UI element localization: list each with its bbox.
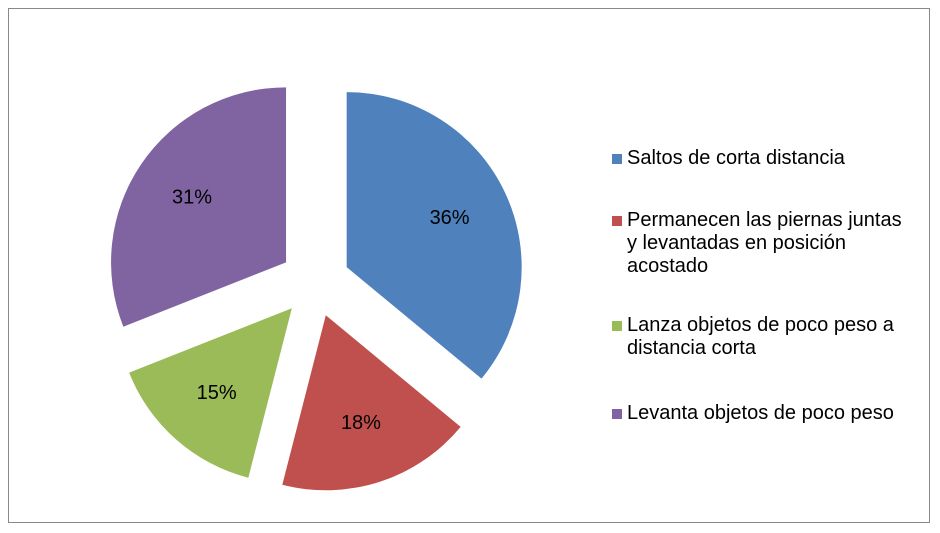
legend-label: Levanta objetos de poco peso	[627, 402, 894, 424]
legend-item: Lanza objetos de poco peso a distancia c…	[612, 314, 912, 360]
pie-slice	[129, 308, 292, 478]
legend-label: Permanecen las piernas juntas y levantad…	[627, 209, 902, 277]
legend-item: Levanta objetos de poco peso	[612, 402, 912, 425]
legend-label: Lanza objetos de poco peso a distancia c…	[627, 314, 894, 359]
data-label: 18%	[341, 412, 381, 434]
legend-swatch	[612, 154, 622, 164]
legend-item: Permanecen las piernas juntas y levantad…	[612, 209, 912, 278]
legend-swatch	[612, 409, 622, 419]
legend-label: Saltos de corta distancia	[627, 147, 845, 169]
data-label: 15%	[197, 382, 237, 404]
legend-swatch	[612, 216, 622, 226]
pie-slice	[111, 87, 287, 327]
pie-slice	[282, 315, 461, 491]
data-label: 36%	[430, 207, 470, 229]
legend-swatch	[612, 321, 622, 331]
chart-frame	[8, 8, 930, 523]
legend-item: Saltos de corta distancia	[612, 147, 912, 170]
data-label: 31%	[172, 187, 212, 209]
pie-slice	[346, 92, 522, 379]
